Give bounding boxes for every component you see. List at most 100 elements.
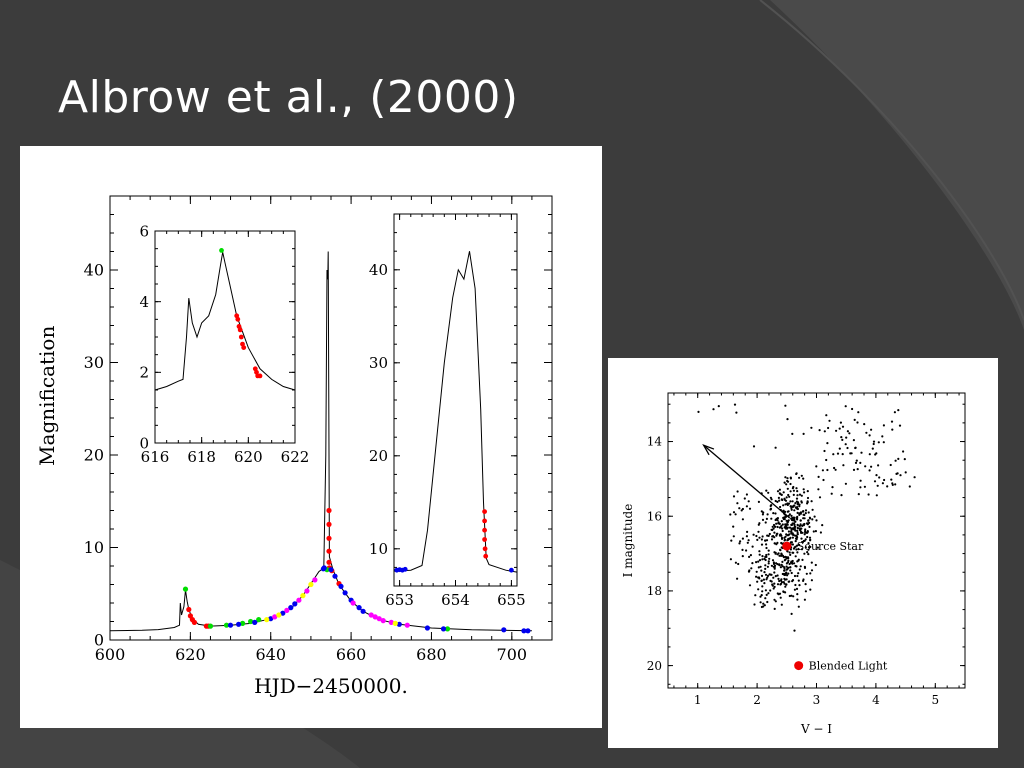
cmd-star: [767, 562, 770, 565]
main-data-point: [360, 608, 366, 614]
cmd-star: [732, 511, 736, 514]
cmd-star: [795, 497, 799, 500]
cmd-star: [781, 560, 784, 563]
cmd-star: [856, 421, 859, 424]
cmd-star: [766, 576, 769, 579]
cmd-star: [804, 583, 807, 586]
cmd-star: [779, 526, 782, 529]
cmd-star: [806, 500, 809, 503]
cmd-star: [774, 446, 777, 449]
main-data-point: [440, 626, 447, 632]
cmd-star: [789, 553, 792, 556]
cmd-star: [780, 563, 783, 566]
cmd-star: [810, 500, 813, 503]
cmd-star: [764, 589, 767, 592]
cmd-star: [748, 555, 751, 558]
main-data-point: [444, 626, 451, 632]
cmd-star: [897, 409, 900, 412]
main-data-point: [380, 618, 386, 624]
cmd-star: [747, 539, 750, 542]
cmd-star: [786, 520, 790, 523]
cmd-star: [881, 482, 884, 485]
cmd-star: [753, 603, 756, 606]
source-star-marker: [782, 541, 792, 551]
cmd-star: [799, 511, 803, 514]
cmd-star: [783, 539, 786, 542]
cmd-star: [800, 527, 803, 530]
cmd-star: [745, 493, 748, 496]
cmd-star: [891, 483, 894, 486]
main-data-point: [300, 593, 306, 599]
cmd-star: [783, 517, 786, 521]
cmd-star: [786, 479, 789, 483]
cmd-star: [793, 588, 796, 591]
cmd-star: [735, 411, 738, 414]
main-data-point: [404, 622, 410, 628]
cmd-star: [769, 504, 772, 508]
cmd-star: [784, 591, 787, 594]
cmd-star: [786, 526, 789, 529]
cmd-star: [806, 490, 809, 493]
cmd-star: [786, 539, 789, 542]
cmd-star: [761, 590, 764, 593]
cmd-star: [817, 475, 820, 478]
cmd-star: [803, 513, 806, 517]
main-data-point: [288, 605, 294, 611]
cmd-star: [746, 541, 749, 544]
cmd-star: [790, 508, 793, 511]
slide-title: Albrow et al., (2000): [58, 72, 519, 123]
main-data-point: [326, 548, 332, 554]
cmd-star: [806, 496, 810, 500]
cmd-star: [775, 522, 778, 525]
cmd-star: [793, 518, 796, 521]
cmd-star: [794, 529, 797, 532]
cmd-star: [697, 410, 700, 413]
main-x-axis-label: HJD−2450000.: [254, 674, 408, 698]
cmd-star: [784, 404, 787, 407]
cmd-star: [783, 516, 786, 519]
cmd-star: [743, 497, 746, 500]
cmd-star: [787, 580, 790, 583]
cmd-star: [764, 597, 767, 600]
cmd-star: [874, 453, 877, 456]
main-data-point: [328, 567, 334, 573]
cmd-star: [891, 428, 894, 431]
cmd-star: [786, 574, 789, 577]
cmd-star: [748, 507, 752, 510]
cmd-star: [794, 525, 797, 528]
main-x-tick-label: 700: [497, 645, 528, 664]
inset-right-data-point: [482, 527, 487, 533]
cmd-star: [851, 407, 854, 411]
cmd-star: [868, 469, 871, 472]
cmd-star: [741, 537, 744, 540]
cmd-star: [776, 490, 780, 493]
cmd-star: [832, 453, 835, 456]
cmd-star: [767, 592, 770, 595]
blended-light-marker: [794, 661, 804, 671]
main-data-point: [501, 627, 507, 633]
cmd-star: [747, 500, 750, 503]
cmd-star: [734, 513, 737, 516]
cmd-star: [844, 482, 847, 485]
cmd-star: [810, 561, 813, 564]
cmd-star: [745, 549, 748, 552]
cmd-star: [886, 485, 889, 488]
inset-left-y-tick-label: 4: [139, 293, 149, 311]
cmd-star: [809, 538, 812, 541]
cmd-star: [833, 466, 836, 470]
inset-right-y-tick-label: 20: [369, 447, 388, 465]
cmd-star: [872, 440, 876, 443]
cmd-star: [796, 511, 799, 514]
cmd-star: [794, 555, 797, 558]
cmd-star: [803, 533, 806, 536]
cmd-star: [783, 481, 786, 484]
inset-left-data-point: [257, 373, 263, 379]
cmd-star: [834, 468, 837, 471]
inset-right-y-tick-label: 30: [369, 354, 388, 372]
cmd-star: [801, 558, 804, 561]
cmd-star: [804, 528, 807, 531]
cmd-star: [890, 478, 893, 481]
cmd-star: [791, 505, 795, 508]
cmd-star: [783, 582, 786, 585]
inset-left-y-tick-label: 0: [139, 434, 149, 452]
